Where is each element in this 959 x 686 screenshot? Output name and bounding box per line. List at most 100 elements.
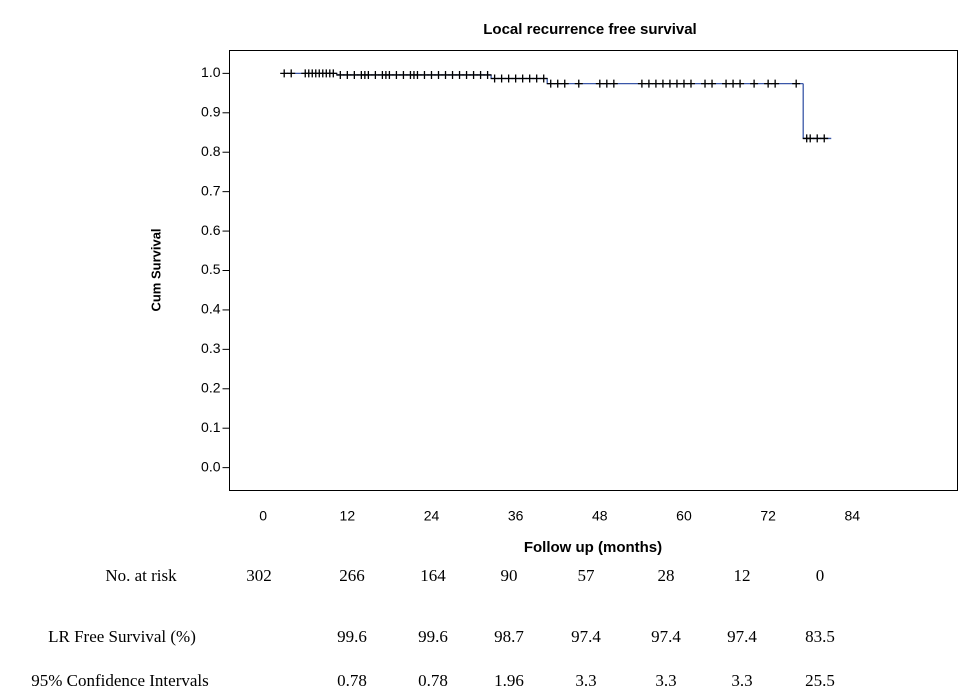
censor-mark [701, 79, 710, 88]
censor-mark [532, 74, 541, 83]
censor-mark [806, 134, 815, 143]
censor-mark [651, 79, 660, 88]
row-label: No. at risk [105, 566, 177, 585]
censor-mark [427, 70, 436, 79]
censor-mark [287, 69, 296, 78]
plot-frame [229, 50, 958, 491]
censor-mark [336, 70, 345, 79]
x-tick-label: 12 [340, 508, 356, 524]
censor-mark [595, 79, 604, 88]
censor-mark [637, 79, 646, 88]
table-cell: 97.4 [727, 627, 757, 646]
censor-mark [736, 79, 745, 88]
censor-mark [750, 79, 759, 88]
censor-mark [504, 74, 513, 83]
table-cell: 99.6 [418, 627, 448, 646]
table-cell: 97.4 [651, 627, 681, 646]
censor-mark [476, 70, 485, 79]
x-tick-label: 36 [508, 508, 524, 524]
censor-mark [483, 70, 492, 79]
censor-mark [350, 70, 359, 79]
row-label: LR Free Survival (%) [48, 627, 196, 646]
y-tick-label: 0.0 [201, 458, 221, 474]
censor-mark [539, 74, 548, 83]
table-cell: 1.96 [494, 671, 524, 686]
chart-title: Local recurrence free survival [483, 21, 696, 38]
y-tick-label: 0.6 [201, 222, 221, 238]
table-cell: 83.5 [805, 627, 835, 646]
censor-mark [574, 79, 583, 88]
table-cell: 97.4 [571, 627, 601, 646]
censor-mark [441, 70, 450, 79]
table-cell: 25.5 [805, 671, 835, 686]
censor-mark [729, 79, 738, 88]
y-tick-label: 0.3 [201, 340, 221, 356]
table-cell: 3.3 [575, 671, 596, 686]
censor-mark [497, 74, 506, 83]
censor-mark [371, 70, 380, 79]
censor-mark [455, 70, 464, 79]
table-cell: 90 [501, 566, 518, 585]
row-label: 95% Confidence Intervals [31, 671, 209, 686]
censor-mark [329, 69, 338, 78]
table-cell: 0.78 [418, 671, 448, 686]
censor-mark [792, 79, 801, 88]
censor-mark [462, 70, 471, 79]
censor-mark [813, 134, 822, 143]
censor-mark [679, 79, 688, 88]
y-tick-label: 0.7 [201, 182, 221, 198]
table-cell: 57 [578, 566, 596, 585]
table-cell: 12 [734, 566, 751, 585]
censor-mark [490, 74, 499, 83]
censor-mark [413, 70, 422, 79]
y-tick-label: 0.2 [201, 379, 221, 395]
censor-mark [553, 79, 562, 88]
censor-mark [764, 79, 773, 88]
censor-mark [658, 79, 667, 88]
table-cell: 3.3 [731, 671, 752, 686]
y-tick-label: 0.9 [201, 103, 221, 119]
censor-mark [665, 79, 674, 88]
censor-mark [546, 79, 555, 88]
censor-mark [385, 70, 394, 79]
table-cell: 302 [246, 566, 272, 585]
censor-mark [448, 70, 457, 79]
censor-mark [722, 79, 731, 88]
x-tick-label: 84 [845, 508, 861, 524]
censor-mark [525, 74, 534, 83]
x-tick-label: 0 [259, 508, 267, 524]
table-cell: 164 [420, 566, 446, 585]
y-tick-label: 0.5 [201, 261, 221, 277]
censor-mark [672, 79, 681, 88]
censor-mark [434, 70, 443, 79]
table-cell: 0.78 [337, 671, 367, 686]
censor-mark [364, 70, 373, 79]
table-cell: 28 [658, 566, 675, 585]
table-cell: 266 [339, 566, 365, 585]
table-cell: 0 [816, 566, 825, 585]
x-axis-label: Follow up (months) [524, 539, 662, 556]
censor-mark [518, 74, 527, 83]
y-tick-label: 1.0 [201, 64, 221, 80]
y-tick-label: 0.1 [201, 419, 221, 435]
censor-mark [708, 79, 717, 88]
censor-mark [469, 70, 478, 79]
censor-mark [511, 74, 520, 83]
y-tick-label: 0.4 [201, 301, 221, 317]
y-tick-label: 0.8 [201, 143, 221, 159]
censor-mark [560, 79, 569, 88]
censor-mark [820, 134, 829, 143]
y-axis-label: Cum Survival [148, 228, 163, 311]
censor-mark [686, 79, 695, 88]
censor-mark [392, 70, 401, 79]
censor-mark [420, 70, 429, 79]
censor-mark [609, 79, 618, 88]
table-cell: 3.3 [655, 671, 676, 686]
table-cell: 99.6 [337, 627, 367, 646]
censor-mark [343, 70, 352, 79]
censor-mark [602, 79, 611, 88]
censor-mark [771, 79, 780, 88]
x-tick-label: 60 [676, 508, 692, 524]
x-tick-label: 72 [760, 508, 776, 524]
